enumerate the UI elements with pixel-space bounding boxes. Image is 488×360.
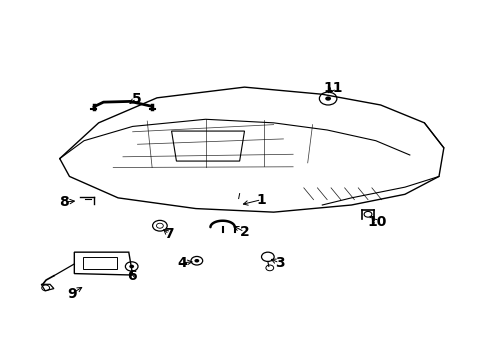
Text: 4: 4 [177,256,187,270]
Text: 8: 8 [59,195,68,209]
Text: 2: 2 [239,225,249,239]
Text: 6: 6 [126,269,136,283]
Text: 7: 7 [164,227,174,241]
Text: 5: 5 [131,91,141,105]
Text: 1: 1 [256,193,266,207]
Circle shape [194,259,199,262]
Text: 9: 9 [67,287,77,301]
Circle shape [325,96,330,101]
Circle shape [129,265,134,268]
Text: 11: 11 [323,81,342,95]
Text: 10: 10 [366,215,386,229]
Text: 3: 3 [274,256,284,270]
